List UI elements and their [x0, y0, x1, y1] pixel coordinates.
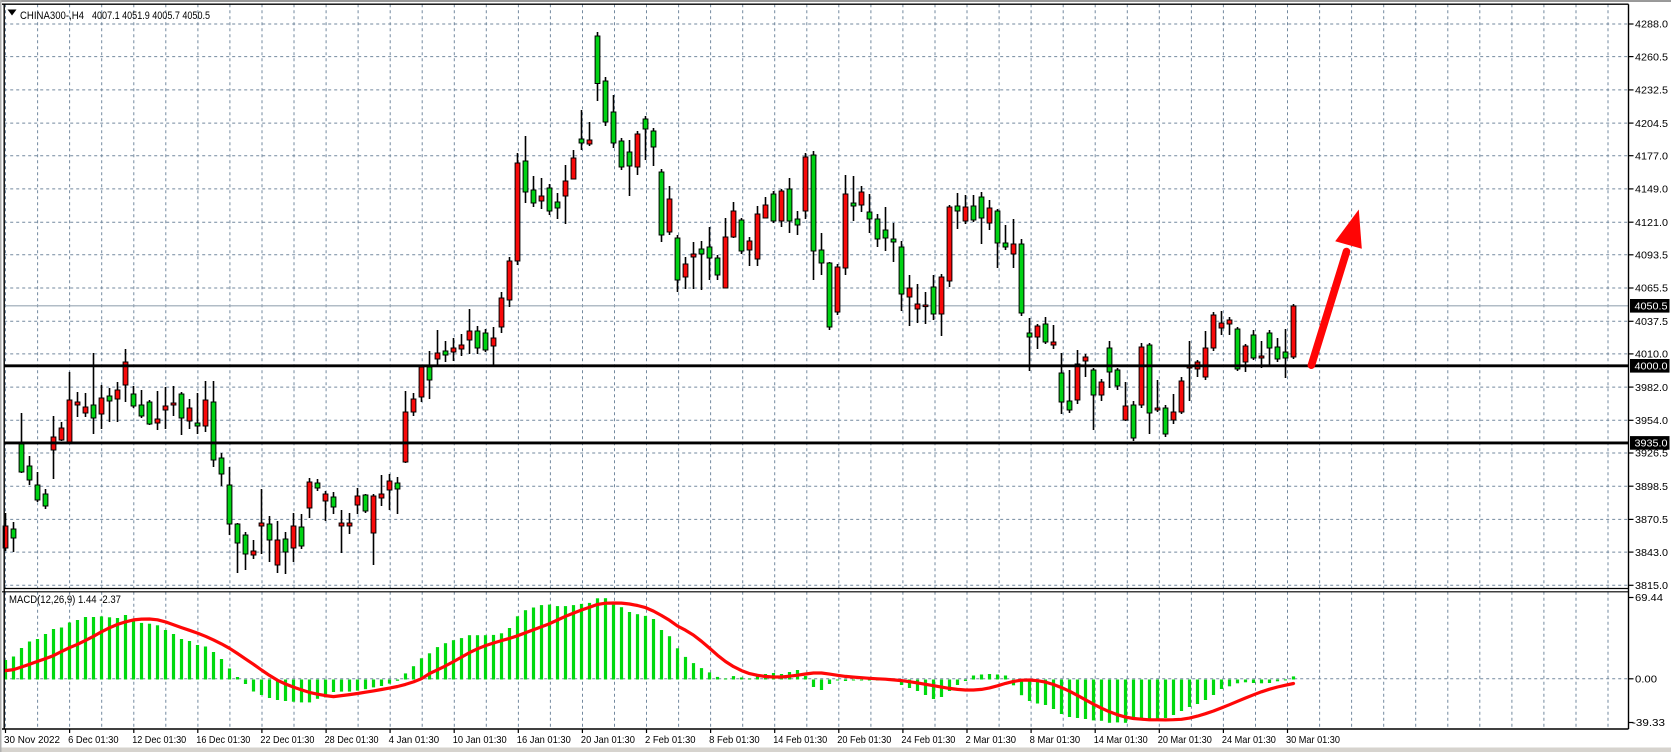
- svg-text:2 Feb 01:30: 2 Feb 01:30: [645, 735, 696, 746]
- svg-text:3815.0: 3815.0: [1635, 581, 1668, 592]
- svg-text:2 Mar 01:30: 2 Mar 01:30: [966, 735, 1017, 746]
- svg-text:8 Mar 01:30: 8 Mar 01:30: [1030, 735, 1081, 746]
- svg-text:3982.0: 3982.0: [1635, 383, 1668, 394]
- svg-text:20 Feb 01:30: 20 Feb 01:30: [837, 735, 891, 746]
- svg-text:4288.0: 4288.0: [1635, 20, 1668, 31]
- svg-text:4037.5: 4037.5: [1635, 317, 1668, 328]
- svg-text:3926.5: 3926.5: [1635, 449, 1668, 460]
- svg-text:8 Feb 01:30: 8 Feb 01:30: [709, 735, 760, 746]
- svg-text:CHINA300-,H4: CHINA300-,H4: [20, 10, 84, 22]
- svg-text:4232.5: 4232.5: [1635, 86, 1668, 97]
- svg-text:6 Dec 01:30: 6 Dec 01:30: [68, 735, 119, 746]
- svg-text:4007.1 4051.9 4005.7 4050.5: 4007.1 4051.9 4005.7 4050.5: [92, 10, 210, 22]
- svg-text:4121.0: 4121.0: [1635, 218, 1668, 229]
- svg-text:4093.5: 4093.5: [1635, 251, 1668, 262]
- svg-text:MACD(12,26,9) 1.44 -2.37: MACD(12,26,9) 1.44 -2.37: [9, 594, 121, 606]
- svg-text:22 Dec 01:30: 22 Dec 01:30: [260, 735, 314, 746]
- svg-text:4000.0: 4000.0: [1635, 362, 1668, 373]
- svg-text:4177.0: 4177.0: [1635, 151, 1668, 162]
- svg-text:20 Mar 01:30: 20 Mar 01:30: [1158, 735, 1212, 746]
- svg-text:20 Jan 01:30: 20 Jan 01:30: [581, 735, 635, 746]
- svg-text:3935.0: 3935.0: [1635, 439, 1668, 450]
- svg-text:4204.5: 4204.5: [1635, 119, 1668, 130]
- svg-text:24 Mar 01:30: 24 Mar 01:30: [1222, 735, 1276, 746]
- svg-text:3954.0: 3954.0: [1635, 416, 1668, 427]
- svg-text:10 Jan 01:30: 10 Jan 01:30: [453, 735, 507, 746]
- svg-text:4 Jan 01:30: 4 Jan 01:30: [389, 735, 440, 746]
- svg-text:4065.5: 4065.5: [1635, 284, 1668, 295]
- svg-text:14 Mar 01:30: 14 Mar 01:30: [1094, 735, 1148, 746]
- svg-text:28 Dec 01:30: 28 Dec 01:30: [325, 735, 379, 746]
- svg-text:0.00: 0.00: [1635, 675, 1657, 686]
- svg-text:69.44: 69.44: [1635, 593, 1663, 604]
- svg-text:-39.33: -39.33: [1632, 718, 1665, 729]
- svg-text:16 Dec 01:30: 16 Dec 01:30: [196, 735, 250, 746]
- svg-text:3843.0: 3843.0: [1635, 548, 1668, 559]
- svg-text:12 Dec 01:30: 12 Dec 01:30: [132, 735, 186, 746]
- svg-text:16 Jan 01:30: 16 Jan 01:30: [517, 735, 571, 746]
- svg-text:4260.5: 4260.5: [1635, 52, 1668, 63]
- svg-text:14 Feb 01:30: 14 Feb 01:30: [773, 735, 827, 746]
- svg-text:24 Feb 01:30: 24 Feb 01:30: [901, 735, 955, 746]
- svg-text:3870.5: 3870.5: [1635, 515, 1668, 526]
- svg-text:30 Mar 01:30: 30 Mar 01:30: [1286, 735, 1340, 746]
- svg-text:4010.0: 4010.0: [1635, 350, 1668, 361]
- svg-text:4149.0: 4149.0: [1635, 185, 1668, 196]
- svg-text:30 Nov 2022: 30 Nov 2022: [4, 735, 60, 746]
- svg-text:3898.5: 3898.5: [1635, 482, 1668, 493]
- svg-text:4050.5: 4050.5: [1635, 302, 1668, 313]
